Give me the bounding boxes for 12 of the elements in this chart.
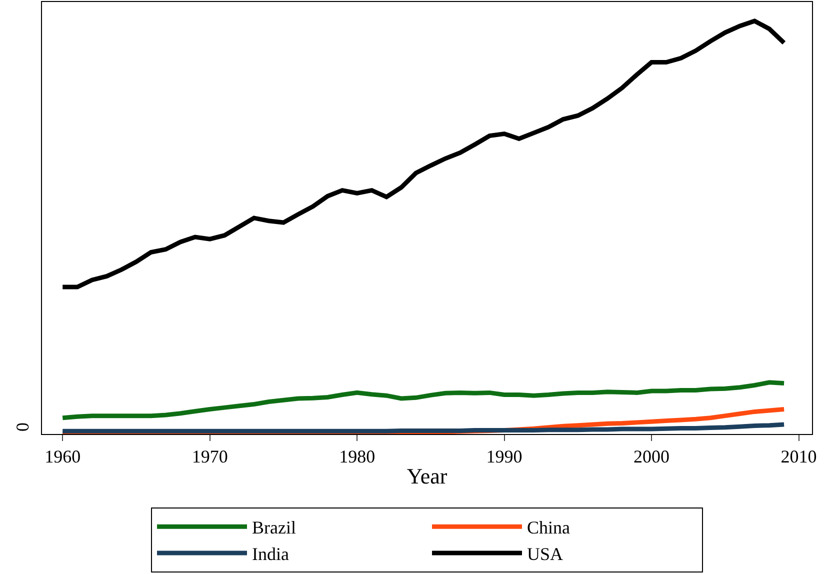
legend-label: USA [527, 544, 564, 564]
x-tick-label: 2010 [780, 446, 817, 467]
x-tick-label: 1970 [192, 446, 228, 467]
x-tick-label: 2000 [634, 446, 670, 467]
legend-label: China [527, 518, 570, 538]
x-axis-title: Year [406, 464, 448, 488]
text: 0 [12, 422, 32, 432]
x-tick-label: 1980 [339, 446, 376, 467]
legend-label: India [252, 544, 289, 564]
x-tick-label: 1990 [486, 446, 522, 467]
legend-label: Brazil [252, 518, 296, 538]
x-tick-label: 1960 [44, 446, 81, 467]
